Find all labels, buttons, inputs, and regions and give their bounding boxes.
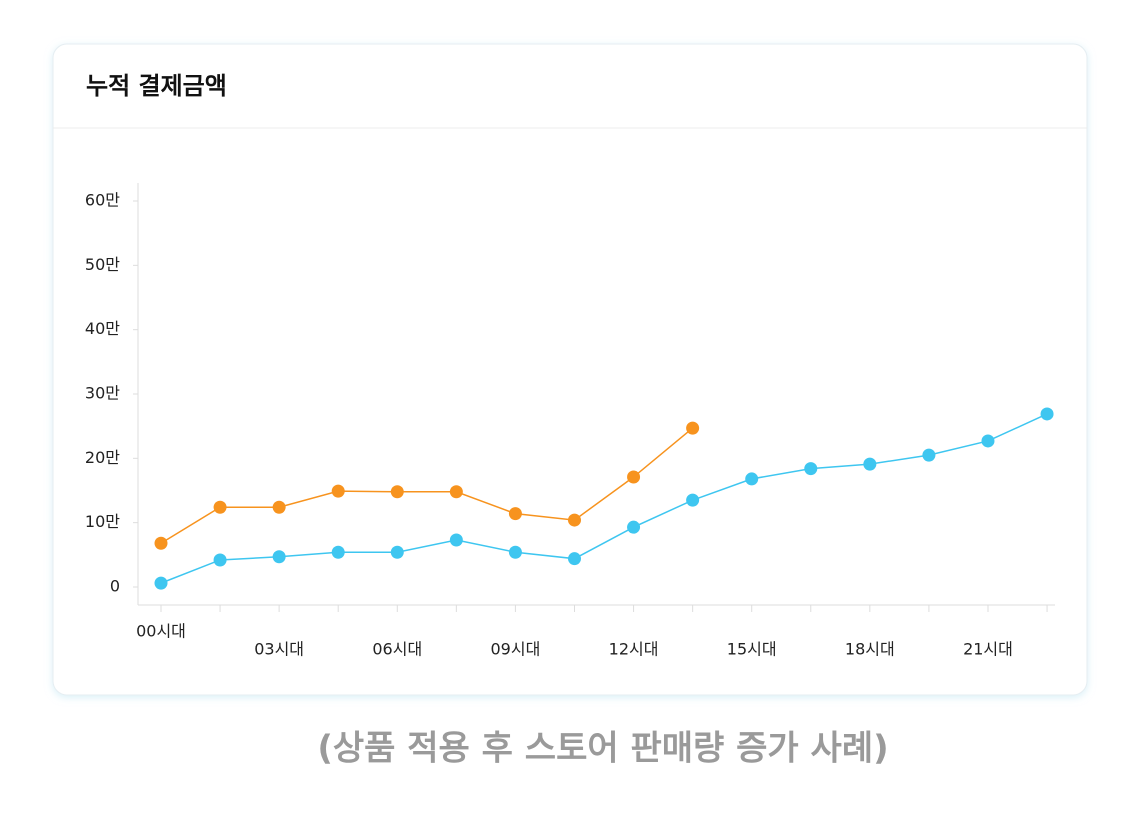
- x-tick-label: 21시대: [963, 640, 1013, 659]
- data-point: [154, 576, 168, 590]
- data-point: [686, 421, 700, 435]
- x-tick-label: 06시대: [372, 640, 422, 659]
- y-tick-label: 20만: [85, 448, 120, 467]
- x-tick-label: 03시대: [254, 640, 304, 659]
- data-point: [213, 500, 227, 514]
- data-point: [981, 434, 995, 448]
- data-point: [331, 545, 345, 559]
- x-tick-label: 15시대: [727, 640, 777, 659]
- data-point: [390, 545, 404, 559]
- y-tick-label: 50만: [85, 255, 120, 274]
- chart-title: 누적 결제금액: [86, 72, 227, 100]
- data-point: [627, 520, 641, 534]
- data-point: [1040, 407, 1054, 421]
- x-tick-label: 18시대: [845, 640, 895, 659]
- x-tick-label: 12시대: [609, 640, 659, 659]
- y-tick-label: 60만: [85, 191, 120, 210]
- data-point: [449, 533, 463, 547]
- y-tick-label: 0: [110, 576, 120, 595]
- caption: (상품 적용 후 스토어 판매량 증가 사례): [317, 729, 888, 769]
- data-point: [213, 553, 227, 567]
- y-tick-label: 30만: [85, 384, 120, 403]
- data-point: [922, 448, 936, 462]
- y-tick-label: 40만: [85, 319, 120, 338]
- data-point: [745, 472, 759, 486]
- x-tick-label: 09시대: [491, 640, 541, 659]
- data-point: [627, 470, 641, 484]
- data-point: [154, 536, 168, 550]
- data-point: [508, 545, 522, 559]
- y-tick-label: 10만: [85, 512, 120, 531]
- card: [52, 43, 1088, 696]
- data-point: [567, 552, 581, 566]
- series-line: [160, 427, 694, 544]
- data-point: [272, 500, 286, 514]
- data-point: [331, 484, 345, 498]
- data-point: [686, 493, 700, 507]
- data-point: [508, 507, 522, 521]
- x-tick-label: 00시대: [136, 622, 186, 641]
- series-line: [160, 413, 1048, 584]
- data-point: [567, 513, 581, 527]
- data-point: [390, 485, 404, 499]
- data-point: [863, 457, 877, 471]
- data-point: [449, 485, 463, 499]
- data-point: [804, 462, 818, 476]
- data-point: [272, 550, 286, 564]
